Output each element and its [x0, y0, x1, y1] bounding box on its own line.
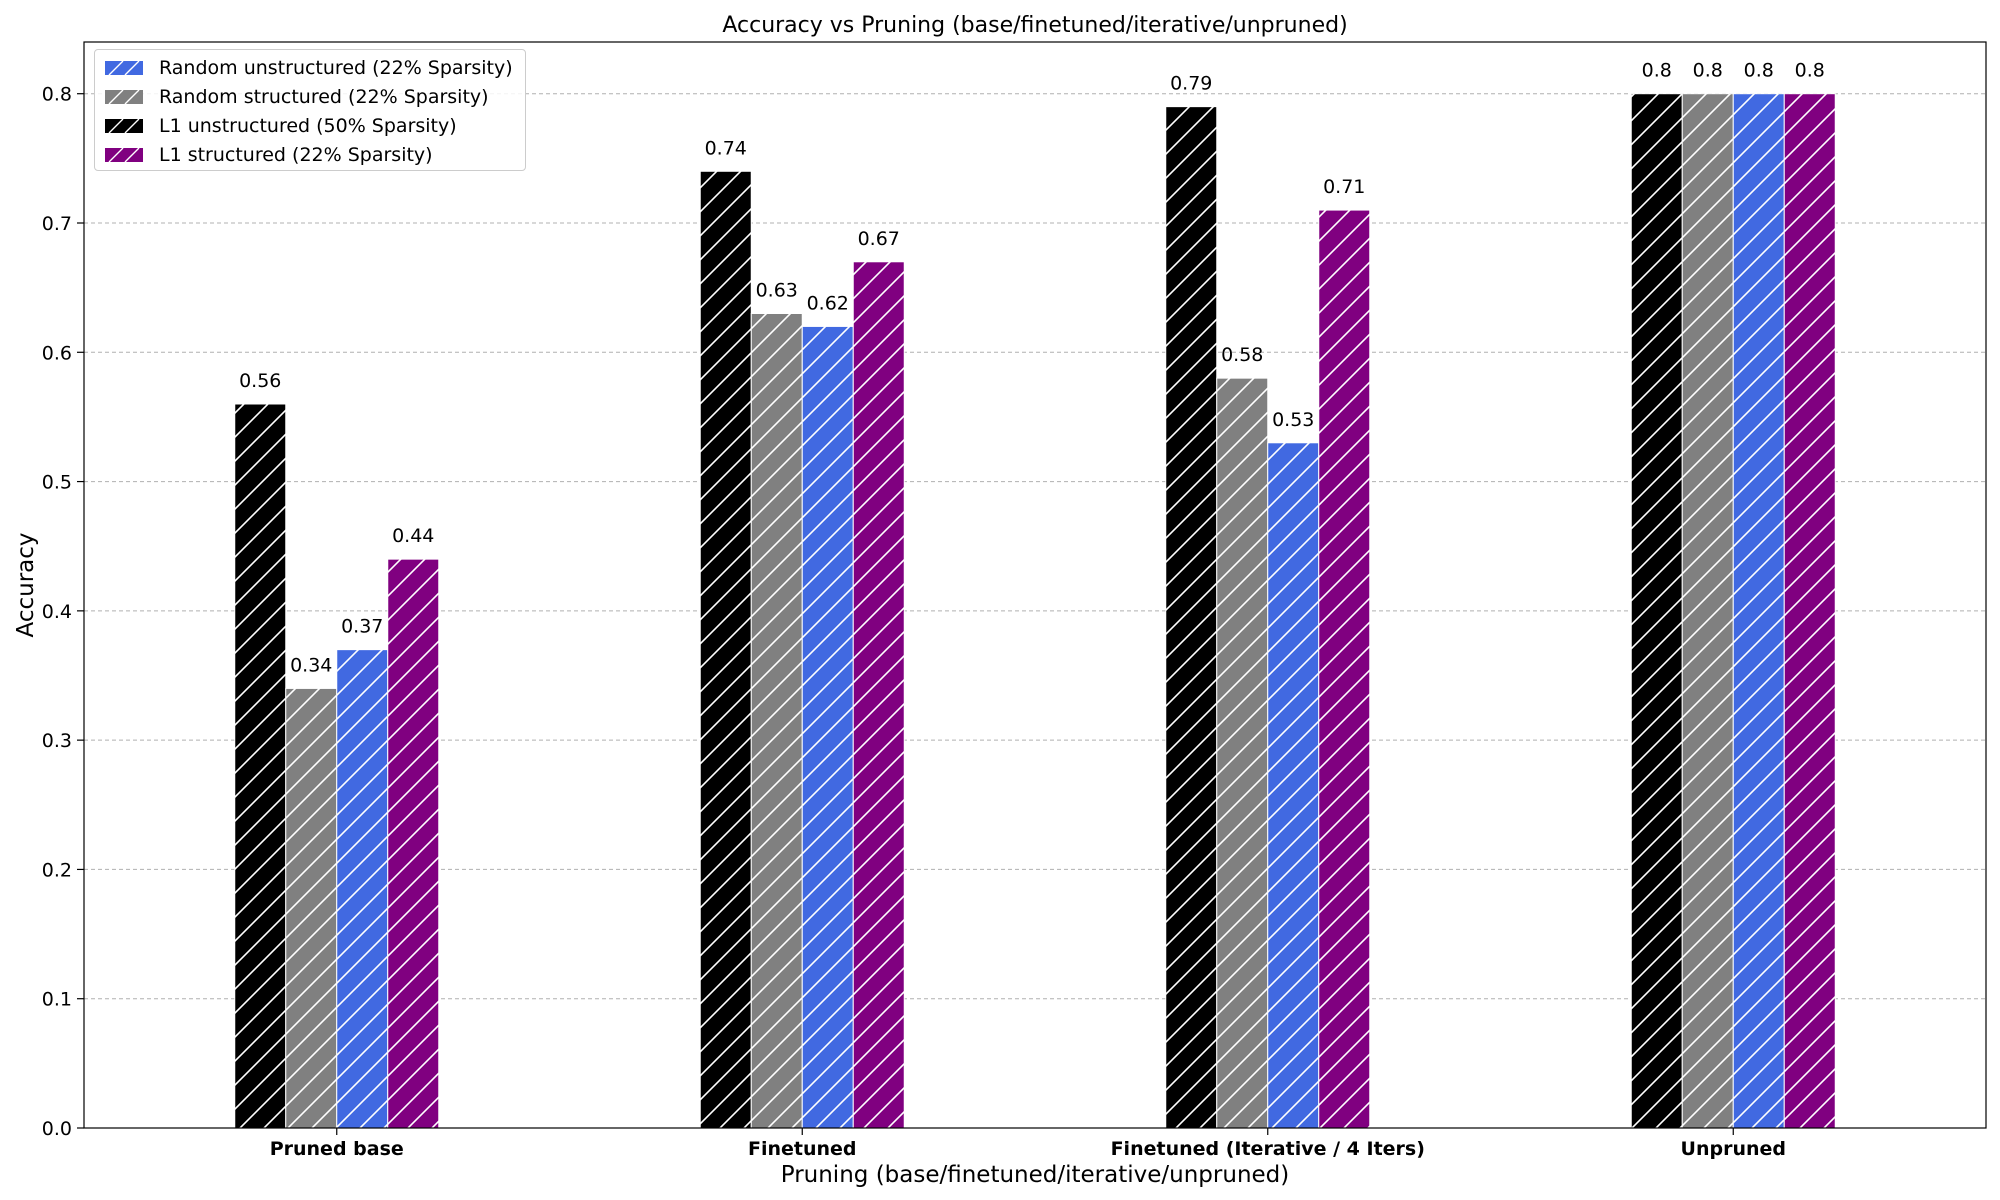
- bar-hatch: [1267, 442, 1319, 1128]
- legend-item: Random unstructured (22% Sparsity): [105, 53, 515, 82]
- legend-label: Random unstructured (22% Sparsity): [159, 56, 513, 79]
- bar-hatch: [802, 326, 854, 1128]
- bar-hatch: [1784, 93, 1836, 1129]
- y-tick-label: 0.0: [42, 1118, 72, 1140]
- data-label: 0.74: [705, 137, 747, 159]
- data-label: 0.8: [1642, 60, 1672, 82]
- legend-label: L1 unstructured (50% Sparsity): [159, 114, 457, 137]
- data-label: 0.34: [290, 654, 332, 676]
- bar-hatch: [234, 404, 286, 1128]
- y-axis: 0.0 0.1 0.2 0.3 0.4 0.5 0.6 0.7 0.8: [42, 84, 84, 1140]
- data-label: 0.56: [239, 370, 281, 392]
- data-label: 0.67: [858, 228, 900, 250]
- legend-label: L1 structured (22% Sparsity): [159, 143, 433, 166]
- x-tick-label: Finetuned (Iterative / 4 Iters): [1111, 1138, 1425, 1160]
- bar-hatch: [387, 559, 439, 1128]
- legend-label: Random structured (22% Sparsity): [159, 85, 489, 108]
- data-label: 0.44: [392, 525, 434, 547]
- data-label: 0.8: [1744, 60, 1774, 82]
- x-tick-label: Finetuned: [748, 1138, 857, 1160]
- legend-swatch: [105, 60, 143, 75]
- y-tick-label: 0.8: [42, 84, 72, 106]
- y-tick-label: 0.5: [42, 472, 72, 494]
- bar-hatch: [336, 649, 388, 1128]
- data-label: 0.63: [756, 280, 798, 302]
- y-tick-label: 0.2: [42, 859, 72, 881]
- x-tick-label: Pruned base: [270, 1138, 404, 1160]
- legend-item: L1 structured (22% Sparsity): [105, 140, 515, 169]
- data-label: 0.79: [1170, 73, 1212, 95]
- data-labels: 0.56 0.34 0.37 0.44 0.74 0.63 0.62 0.67 0.79 0.58…: [239, 60, 1825, 677]
- bar-hatch: [285, 688, 337, 1128]
- bar-hatch: [1733, 93, 1785, 1129]
- data-label: 0.8: [1693, 60, 1723, 82]
- chart-title: Accuracy vs Pruning (base/finetuned/iter…: [722, 13, 1347, 38]
- bar-hatch: [1216, 378, 1268, 1129]
- bar-hatch: [700, 171, 752, 1129]
- y-tick-label: 0.3: [42, 730, 72, 752]
- bar-hatch: [751, 313, 803, 1128]
- data-label: 0.71: [1323, 176, 1365, 198]
- x-tick-label: Unpruned: [1681, 1138, 1786, 1160]
- bar-hatch: [853, 261, 905, 1128]
- x-axis: Pruned base Finetuned Finetuned (Iterative…: [270, 1128, 1786, 1160]
- data-label: 0.8: [1795, 60, 1825, 82]
- y-tick-label: 0.6: [42, 342, 72, 364]
- bar-hatch: [1682, 93, 1734, 1129]
- data-label: 0.53: [1272, 409, 1314, 431]
- legend-item: Random structured (22% Sparsity): [105, 82, 515, 111]
- plot-frame: [83, 41, 1987, 1129]
- data-label: 0.37: [341, 616, 383, 638]
- bars: [234, 93, 1836, 1129]
- bar-hatch: [1631, 93, 1683, 1129]
- x-axis-label: Pruning (base/finetuned/iterative/unprun…: [781, 1162, 1290, 1188]
- legend-item: L1 unstructured (50% Sparsity): [105, 111, 515, 140]
- y-tick-label: 0.1: [42, 989, 72, 1011]
- y-tick-label: 0.7: [42, 213, 72, 235]
- legend-swatch: [105, 147, 143, 162]
- data-label: 0.58: [1221, 344, 1263, 366]
- y-tick-label: 0.4: [42, 601, 72, 623]
- legend: Random unstructured (22% Sparsity) Random…: [94, 49, 526, 171]
- y-axis-label: Accuracy: [13, 532, 39, 637]
- bar-hatch: [1165, 106, 1217, 1128]
- bar-hatch: [1318, 210, 1370, 1129]
- legend-swatch: [105, 118, 143, 133]
- data-label: 0.62: [807, 292, 849, 314]
- legend-swatch: [105, 89, 143, 104]
